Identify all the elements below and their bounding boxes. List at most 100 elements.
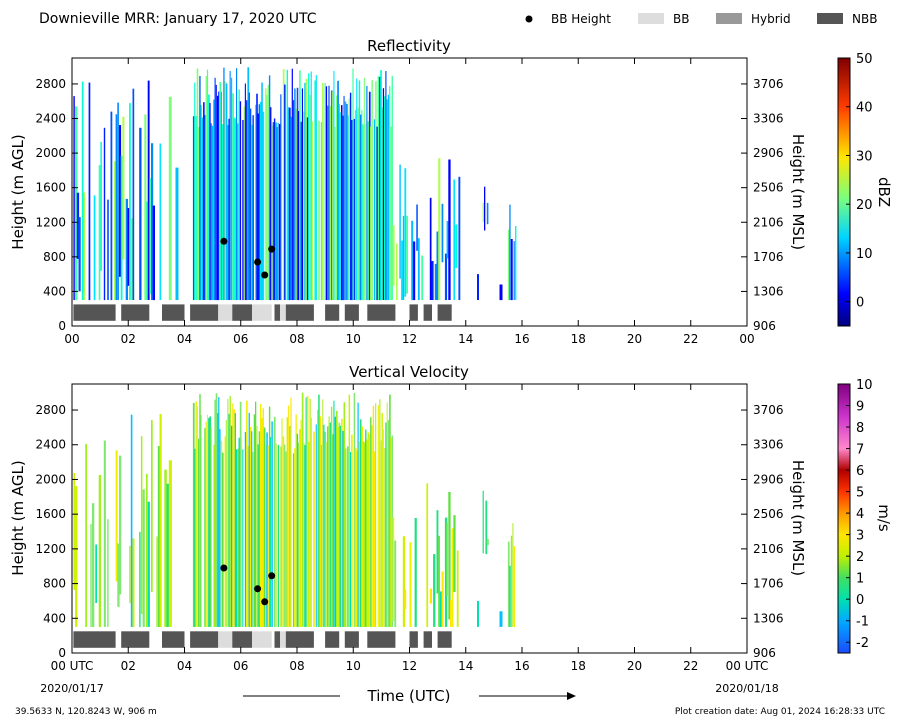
- bb-segment: [344, 304, 359, 321]
- y-tick-label: 800: [43, 250, 66, 264]
- x-tick-label: 16: [514, 332, 529, 346]
- bb-segment: [73, 304, 116, 321]
- colorbar-tick-label: 3: [856, 529, 864, 544]
- bb-height-point: [254, 258, 262, 266]
- reflectivity-echo-field: [73, 67, 517, 301]
- colorbar-tick-label: 6: [856, 464, 864, 479]
- bb-height-point: [254, 585, 262, 593]
- colorbar-tick-label: 8: [856, 421, 864, 436]
- bb-segment: [437, 304, 452, 321]
- header-legend: BB Height BB Hybrid NBB: [525, 12, 877, 26]
- x-tick-label: 00: [64, 332, 79, 346]
- colorbar-tick-label: 9: [856, 400, 864, 415]
- x-axis: 00 UTC 02 04 06 08 10 12 14 16 18 20 22 00 UTC: [51, 384, 768, 673]
- bb-segment: [280, 304, 286, 321]
- colorbar-tick-label: 1: [856, 572, 864, 587]
- x-tick-label: 16: [514, 659, 529, 673]
- velocity-y-axis-label: Height (m AGL): [9, 460, 27, 575]
- x-tick-label: 02: [121, 659, 136, 673]
- bb-segment: [409, 631, 418, 648]
- x-tick-label: 12: [402, 659, 417, 673]
- colorbar-tick-label: 4: [856, 507, 864, 522]
- y-axis: 0 906 400 1306 800 1706 1200 2106 1600 2506 2000 29…: [35, 403, 783, 660]
- colorbar-tick-label: -2: [856, 636, 869, 651]
- time-arrow-head: [567, 692, 576, 700]
- y-tick-label-right: 906: [753, 319, 776, 333]
- colorbar-tick-label: 2: [856, 550, 864, 565]
- bb-height-point: [261, 598, 269, 606]
- x-tick-label: 20: [627, 332, 642, 346]
- x-tick-label: 14: [458, 332, 473, 346]
- x-tick-label: 08: [289, 332, 304, 346]
- bb-segment: [423, 304, 432, 321]
- bb-segment: [252, 304, 272, 321]
- velocity-y-axis-right-label: Height (m MSL): [789, 460, 807, 576]
- panel-title-reflectivity: Reflectivity: [367, 37, 451, 55]
- x-tick-label: 10: [346, 332, 361, 346]
- y-tick-label-right: 2106: [753, 215, 784, 229]
- bb-segment: [280, 631, 286, 648]
- velocity-plot-area: [73, 392, 515, 648]
- legend-label-hybrid: Hybrid: [751, 12, 791, 26]
- reflectivity-colorbar: [837, 57, 851, 327]
- y-tick-label-right: 2506: [753, 507, 784, 521]
- velocity-colorbar-label: m/s: [875, 504, 893, 532]
- y-tick-label-right: 2106: [753, 542, 784, 556]
- bb-segment: [218, 304, 233, 321]
- bb-segment: [285, 304, 314, 321]
- bb-segment: [423, 631, 432, 648]
- legend-label-nbb: NBB: [852, 12, 877, 26]
- legend-marker-hybrid: [716, 13, 742, 24]
- bb-segment: [162, 631, 185, 648]
- y-tick-label-right: 2906: [753, 472, 784, 486]
- x-tick-label: 02: [121, 332, 136, 346]
- velocity-echo-field: [73, 392, 515, 627]
- y-tick-label-right: 2506: [753, 181, 784, 195]
- bb-segment: [121, 304, 150, 321]
- colorbar-ticks: -2 -1 0 1 2 3 4 5 6 7 8 9 10: [846, 378, 873, 651]
- bb-segment: [252, 631, 272, 648]
- x-tick-label: 22: [683, 332, 698, 346]
- colorbar-ticks: 0 10 20 30 40 50: [846, 52, 873, 311]
- legend-label-bb: BB: [673, 12, 689, 26]
- reflectivity-panel: Reflectivity Height (m AGL) Height (m MS…: [9, 37, 893, 346]
- bb-height-point: [261, 271, 269, 279]
- bb-segment: [121, 631, 150, 648]
- bb-height-point: [220, 564, 228, 572]
- colorbar-tick-label: 30: [856, 149, 873, 164]
- x-axis: 00 02 04 06 08 10 12 14 16 18 20 22 00: [64, 58, 755, 346]
- x-tick-label: 08: [289, 659, 304, 673]
- y-axis: 0 906 400 1306 800 1706 1200 2106 1600 2506 2000 29…: [35, 77, 783, 333]
- bb-segment: [325, 304, 340, 321]
- x-tick-label: 22: [683, 659, 698, 673]
- x-tick-label: 00 UTC: [51, 659, 94, 673]
- x-tick-label: 14: [458, 659, 473, 673]
- colorbar-tick-label: 0: [856, 296, 864, 311]
- colorbar-tick-label: 5: [856, 486, 864, 501]
- colorbar-tick-label: 10: [856, 247, 873, 262]
- y-tick-label: 400: [43, 284, 66, 298]
- y-tick-label: 400: [43, 611, 66, 625]
- bb-segment: [409, 304, 418, 321]
- bb-segment: [274, 304, 281, 321]
- x-tick-label: 20: [627, 659, 642, 673]
- y-tick-label: 2000: [35, 472, 66, 486]
- y-tick-label-right: 1306: [753, 284, 784, 298]
- bb-segment: [190, 631, 219, 648]
- end-date-label: 2020/01/18: [715, 682, 778, 695]
- legend-label-bb-height: BB Height: [551, 12, 611, 26]
- y-tick-label: 2800: [35, 403, 66, 417]
- y-tick-label-right: 1306: [753, 611, 784, 625]
- y-tick-label-right: 2906: [753, 146, 784, 160]
- x-tick-label: 06: [233, 659, 248, 673]
- legend-marker-bb-height: [525, 15, 533, 23]
- vertical-velocity-panel: Vertical Velocity Height (m AGL) Height …: [9, 363, 893, 673]
- colorbar-tick-label: -1: [856, 615, 869, 630]
- bb-segment: [367, 631, 396, 648]
- x-tick-label: 18: [571, 332, 586, 346]
- legend-marker-bb: [638, 13, 664, 24]
- bright-band-bar: [73, 304, 452, 321]
- x-tick-label: 12: [402, 332, 417, 346]
- y-tick-label: 1600: [35, 181, 66, 195]
